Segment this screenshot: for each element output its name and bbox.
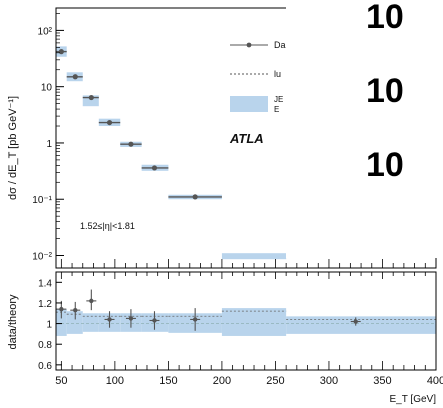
overlay-text-3: 10 — [366, 146, 404, 184]
x-axis-label: E_T [GeV] — [389, 394, 436, 405]
eta-range-annotation: 1.52≤|η|<1.81 — [80, 221, 135, 231]
ratio-y-tick-label-1: 1.4 — [38, 278, 52, 289]
x-tick-label-6: 300 — [320, 375, 338, 387]
ratio-point-2 — [73, 307, 78, 313]
legend-band-label-2: E — [274, 105, 279, 114]
legend-dotted-label: lu — [274, 69, 281, 79]
ratio-point-7 — [192, 317, 198, 322]
data-point-2 — [72, 74, 78, 80]
x-tick-label-3: 150 — [159, 375, 177, 387]
legend-band-swatch — [230, 96, 268, 112]
ratio-panel: 1.4 1.2 1 0.8 0.650 100 150 200 250 300 350 400 — [38, 271, 443, 387]
data-point-3 — [88, 94, 94, 101]
main-y-tick-label-4: 10⁻¹ — [32, 195, 52, 206]
x-tick-label-7: 350 — [373, 375, 391, 387]
ratio-y-axis-label: data/theory — [7, 294, 19, 350]
ratio-y-tick-label-3: 1 — [46, 320, 52, 331]
ratio-frame — [55, 271, 437, 371]
x-tick-label-2: 100 — [106, 375, 124, 387]
x-tick-label-4: 200 — [213, 375, 231, 387]
overlay-text-1: 10 — [366, 0, 404, 36]
theory-band-extra-1 — [221, 253, 287, 260]
main-y-tick-label-3: 1 — [46, 139, 52, 150]
legend-data-label: Da — [274, 40, 286, 50]
ratio-point-5 — [128, 316, 134, 321]
legend-band-label: JE — [274, 95, 283, 104]
data-point-1 — [58, 48, 64, 55]
theory-band-3 — [82, 95, 99, 107]
legend-data-marker — [246, 42, 252, 48]
x-tick-label-8: 400 — [427, 375, 443, 387]
ratio-y-tick-label-2: 1.2 — [38, 299, 52, 310]
overlay-background — [286, 0, 443, 258]
ratio-point-4 — [107, 317, 112, 322]
ratio-band-1 — [56, 309, 67, 336]
atlas-label: ATLA — [229, 131, 264, 146]
data-point-7 — [192, 194, 198, 200]
ratio-point-1 — [59, 306, 64, 312]
ratio-y-tick-label-5: 0.6 — [38, 361, 52, 372]
legend: Da lu JE E — [230, 40, 286, 114]
ratio-point-8 — [353, 319, 358, 324]
overlay-text-2: 10 — [366, 72, 404, 110]
data-point-5 — [128, 141, 134, 147]
ratio-band-2 — [66, 311, 83, 334]
ratio-y-tick-label-4: 0.8 — [38, 340, 52, 351]
main-y-tick-label-1: 10² — [38, 26, 53, 37]
ratio-band-9 — [286, 316, 436, 334]
x-tick-label-5: 250 — [266, 375, 284, 387]
main-y-tick-label-2: 10 — [41, 83, 53, 94]
main-y-tick-label-5: 10⁻² — [32, 252, 52, 263]
ratio-band-3 — [82, 313, 99, 332]
data-point-4 — [106, 119, 113, 126]
ratio-point-6 — [152, 318, 157, 323]
data-point-6 — [151, 165, 158, 171]
x-tick-label-1: 50 — [55, 375, 67, 387]
ratio-band-8 — [221, 308, 287, 336]
main-y-axis-label: dσ / dE_T [pb GeV⁻¹] — [7, 96, 19, 200]
ratio-point-3 — [89, 298, 94, 304]
